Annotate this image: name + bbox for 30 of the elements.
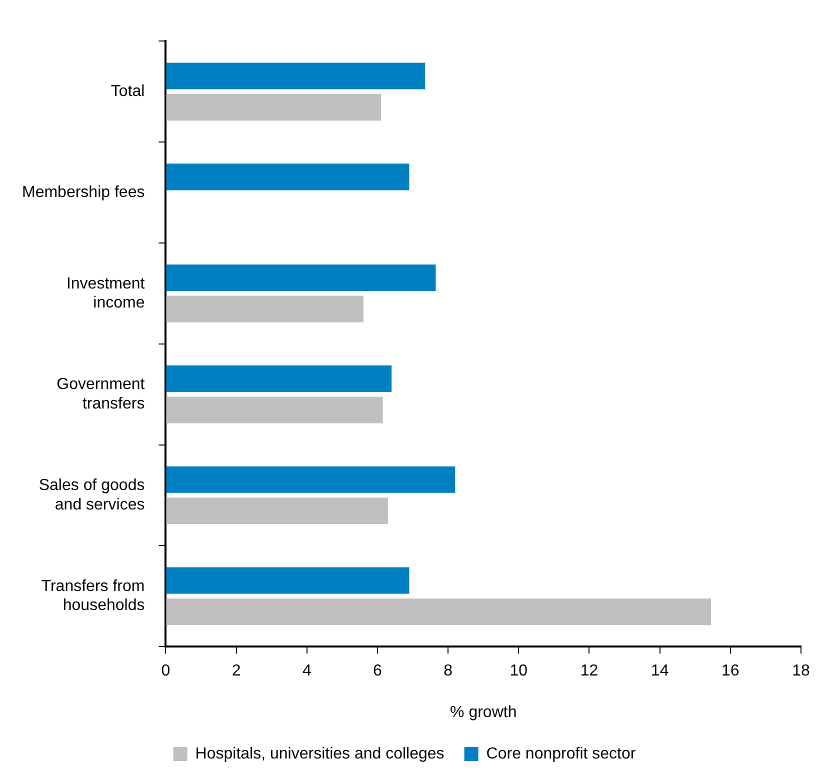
x-tick-label: 18	[792, 662, 810, 680]
legend-label: Hospitals, universities and colleges	[195, 745, 444, 762]
y-tick-label: Membership fees	[22, 184, 145, 201]
x-tick-label: 8	[444, 662, 453, 680]
x-tick-label: 4	[302, 662, 312, 680]
legend-label: Core nonprofit sector	[486, 745, 636, 762]
x-tick-label: 6	[373, 662, 382, 680]
y-tick-label: Transfers from households	[41, 578, 145, 614]
bar	[166, 567, 410, 594]
y-tick-label: Sales of goods and services	[38, 477, 145, 514]
bar	[166, 598, 711, 626]
x-tick-label: 16	[722, 662, 740, 680]
y-tick-label: Investment income	[66, 275, 146, 312]
x-tick-label: 14	[650, 662, 669, 680]
bar	[166, 365, 392, 392]
x-tick-label: 2	[232, 662, 241, 680]
x-tick-label: 0	[161, 662, 170, 680]
y-tick-label: Government transfers	[56, 376, 146, 412]
bar	[166, 94, 382, 121]
x-tick-label: 12	[580, 662, 598, 680]
x-tick-label: 10	[510, 662, 528, 680]
bar	[166, 264, 436, 292]
y-tick-label: Total	[110, 83, 145, 100]
x-axis-title: % growth	[450, 704, 517, 721]
bar	[166, 164, 410, 190]
bar	[166, 498, 388, 524]
bar	[166, 62, 426, 90]
bar	[166, 466, 456, 493]
bar	[166, 296, 364, 322]
bar	[166, 396, 383, 424]
